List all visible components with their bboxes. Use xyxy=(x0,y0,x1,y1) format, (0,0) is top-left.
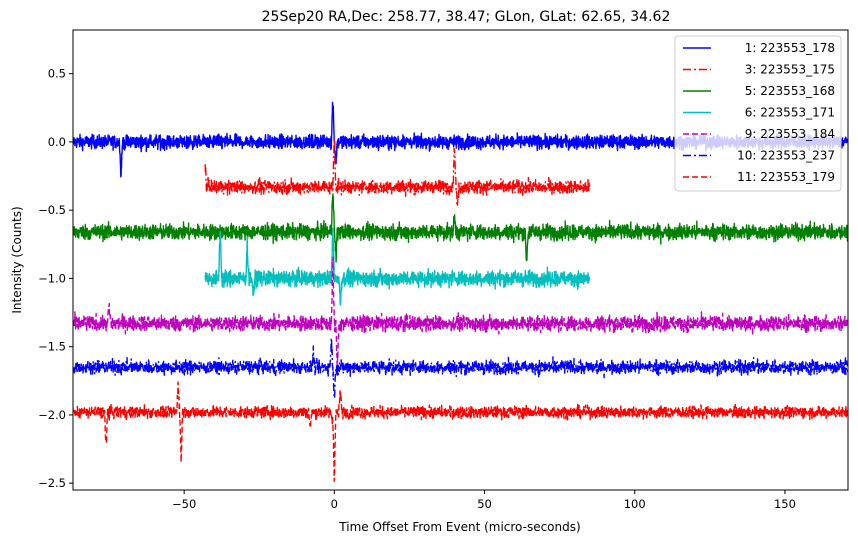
y-tick-label: 0.0 xyxy=(48,135,66,149)
y-tick-label: −0.5 xyxy=(38,203,66,217)
series-line-7 xyxy=(73,381,848,482)
y-tick-label: −2.0 xyxy=(38,408,66,422)
legend-label: 3: 223553_175 xyxy=(745,63,835,77)
legend-label: 11: 223553_179 xyxy=(737,170,835,184)
x-axis-label: Time Offset From Event (micro-seconds) xyxy=(338,520,580,534)
legend-label: 1: 223553_178 xyxy=(745,41,835,55)
y-tick-label: −2.5 xyxy=(38,476,66,490)
y-tick-label: −1.0 xyxy=(38,271,66,285)
y-axis-label: Intensity (Counts) xyxy=(10,206,24,313)
y-tick-label: 0.5 xyxy=(48,67,66,81)
legend-label: 6: 223553_171 xyxy=(745,106,835,120)
chart-title: 25Sep20 RA,Dec: 258.77, 38.47; GLon, GLa… xyxy=(262,9,671,25)
legend-label: 5: 223553_168 xyxy=(745,84,835,98)
x-tick-label: 150 xyxy=(774,497,796,511)
series-line-4 xyxy=(204,227,591,306)
y-tick-label: −1.5 xyxy=(38,340,66,354)
x-tick-label: −50 xyxy=(172,497,196,511)
legend-label: 10: 223553_237 xyxy=(737,149,835,163)
x-tick-label: 0 xyxy=(331,497,338,511)
series-line-5 xyxy=(73,256,848,376)
plot-frame xyxy=(72,29,849,491)
x-axis: −50 0 50 100 150 xyxy=(172,490,796,511)
x-tick-label: 100 xyxy=(624,497,646,511)
legend-label: 9: 223553_184 xyxy=(745,127,835,141)
legend: 1: 223553_178 3: 223553_175 5: 223553_168 6… xyxy=(674,35,842,192)
series-line-2 xyxy=(204,138,591,207)
series-line-6 xyxy=(73,337,848,399)
x-tick-label: 50 xyxy=(477,497,492,511)
series-line-3 xyxy=(73,193,848,263)
y-axis: 0.5 0.0 −0.5 −1.0 −1.5 −2.0 −2.5 xyxy=(38,67,73,490)
legend-box xyxy=(674,35,842,192)
